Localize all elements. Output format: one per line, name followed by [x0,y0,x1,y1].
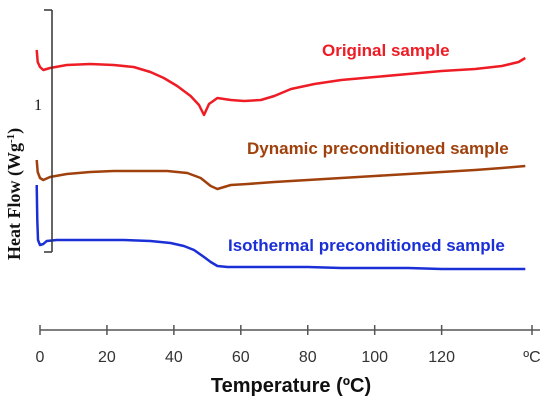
x-ticks: 0 20 40 60 80 100 120 ºC [36,325,541,366]
series-label-dynamic: Dynamic preconditioned sample [247,139,509,158]
x-tick-label: 100 [361,349,388,366]
series-label-original: Original sample [322,41,450,60]
x-tick-label: ºC [523,349,540,366]
x-tick-label: 120 [428,349,455,366]
x-axis-label: Temperature (ºC) [211,375,371,397]
curve-original [35,49,526,117]
curve-dynamic [35,159,526,191]
scale-bar-label: 1 [34,97,42,114]
x-tick-label: 40 [165,349,183,366]
x-tick-label: 60 [232,349,250,366]
x-tick-label: 0 [36,349,45,366]
x-tick-label: 80 [299,349,317,366]
x-tick-label: 20 [98,349,116,366]
series-label-isothermal: Isothermal preconditioned sample [228,236,505,255]
y-axis-label: Heat Flow (Wg-1) [4,128,25,260]
curve-isothermal [35,184,526,271]
series-layer [35,49,526,271]
